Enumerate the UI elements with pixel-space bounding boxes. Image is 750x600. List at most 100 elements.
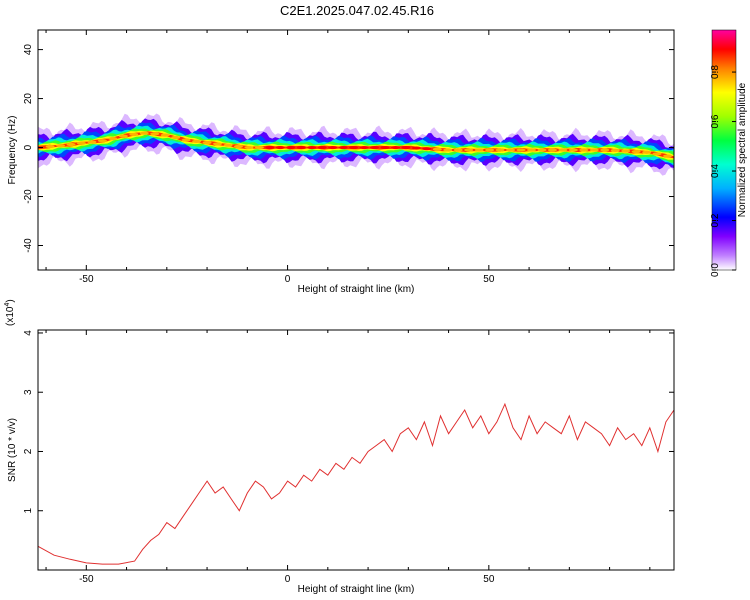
spectrogram-marks bbox=[38, 113, 674, 176]
spectrogram-peak bbox=[558, 148, 568, 152]
spectrogram-y-tick-label: -20 bbox=[23, 189, 34, 204]
spectrogram-y-ticks: -40 -20 0 20 40 bbox=[23, 44, 674, 253]
spectrogram-peak bbox=[495, 148, 505, 152]
spectrogram-peak bbox=[296, 145, 306, 150]
spectrogram-x-tick-label: -50 bbox=[79, 274, 94, 285]
spectrogram-peak bbox=[66, 142, 76, 147]
snr-y-tick-label: 4 bbox=[23, 330, 34, 336]
spectrogram-peak bbox=[307, 145, 317, 150]
spectrogram-peak bbox=[223, 143, 233, 147]
spectrogram-peak bbox=[547, 148, 557, 152]
spectrogram-peak bbox=[139, 131, 149, 135]
spectrogram-peak bbox=[663, 154, 673, 158]
snr-y-tick-label: 3 bbox=[23, 389, 34, 395]
spectrogram-peak bbox=[422, 147, 432, 151]
spectrogram-x-ticks: -50 0 50 bbox=[45, 30, 651, 285]
spectrogram-y-tick-label: -40 bbox=[23, 238, 34, 253]
snr-x-tick-label: -50 bbox=[79, 574, 94, 585]
snr-multiplier: (x104) bbox=[4, 299, 16, 326]
snr-multiplier-close: ) bbox=[5, 299, 16, 302]
spectrogram-peak bbox=[181, 138, 191, 142]
spectrogram-peak bbox=[380, 145, 390, 150]
colorbar-label: Normalized spectral amplitude bbox=[737, 82, 748, 217]
spectrogram-peak bbox=[464, 148, 474, 152]
snr-x-tick-label: 50 bbox=[483, 574, 495, 585]
spectrogram-band bbox=[38, 130, 674, 160]
spectrogram-peak bbox=[56, 143, 66, 148]
spectrogram-peak bbox=[453, 148, 463, 152]
colorbar-gradient bbox=[711, 29, 737, 271]
spectrogram-panel: -50 0 50 -40 -20 0 20 40 Height of straight li… bbox=[7, 29, 675, 295]
spectrogram-peak bbox=[150, 132, 160, 136]
spectrogram-x-tick-label: 50 bbox=[483, 274, 495, 285]
spectrogram-peak bbox=[642, 150, 652, 154]
spectrogram-y-tick-label: 20 bbox=[23, 93, 34, 105]
spectrogram-peak bbox=[621, 149, 631, 153]
spectrogram-peak bbox=[213, 142, 223, 146]
spectrogram-peak bbox=[600, 148, 610, 152]
chart-title: C2E1.2025.047.02.45.R16 bbox=[280, 3, 434, 18]
snr-frame bbox=[37, 329, 675, 571]
spectrogram-peak bbox=[516, 148, 526, 152]
spectrogram-y-label: Frequency (Hz) bbox=[7, 116, 18, 185]
spectrogram-peak bbox=[411, 146, 421, 150]
spectrogram-peak bbox=[537, 148, 547, 152]
colorbar-tick-label: 0.4 bbox=[710, 164, 721, 178]
spectrogram-peak bbox=[474, 148, 484, 152]
spectrogram-peak bbox=[108, 137, 118, 141]
spectrogram-peak bbox=[568, 148, 578, 152]
spectrogram-peak bbox=[527, 148, 537, 152]
spectrogram-peak bbox=[443, 148, 453, 152]
spectrogram-peak bbox=[338, 145, 348, 150]
spectrogram-peak bbox=[370, 145, 380, 150]
spectrogram-peak bbox=[506, 148, 516, 152]
spectrogram-peak bbox=[265, 145, 275, 150]
spectrogram-peak bbox=[160, 133, 170, 137]
spectrogram-peak bbox=[97, 139, 107, 143]
colorbar-tick-label: 0.0 bbox=[710, 263, 721, 277]
spectrogram-peak bbox=[286, 145, 296, 150]
spectrogram-peak bbox=[45, 144, 55, 149]
spectrogram-frame bbox=[37, 29, 675, 271]
spectrogram-peak bbox=[589, 148, 599, 152]
spectrogram-peak bbox=[328, 145, 338, 150]
spectrogram-x-label: Height of straight line (km) bbox=[298, 284, 415, 295]
spectrogram-peak bbox=[401, 145, 411, 150]
spectrogram-peak bbox=[129, 132, 139, 137]
spectrogram-peak bbox=[192, 139, 202, 143]
spectrogram-peak bbox=[610, 148, 620, 152]
colorbar-tick-label: 0.6 bbox=[710, 114, 721, 128]
spectrogram-peak bbox=[118, 134, 128, 138]
snr-y-tick-label: 2 bbox=[23, 448, 34, 454]
spectrogram-peak bbox=[359, 145, 369, 150]
spectrogram-peak bbox=[244, 145, 254, 150]
spectrogram-peak bbox=[76, 141, 86, 145]
colorbar-tick-label: 0.2 bbox=[710, 213, 721, 227]
colorbar-ticks: 0.0 0.2 0.4 0.6 0.8 bbox=[710, 65, 736, 277]
spectrogram-x-tick-label: 0 bbox=[285, 274, 291, 285]
spectrogram-peak bbox=[485, 148, 495, 152]
spectrogram-y-tick-label: 40 bbox=[23, 44, 34, 56]
snr-y-label: SNR (10 * v/v) bbox=[7, 418, 18, 482]
spectrogram-peak bbox=[275, 145, 285, 150]
colorbar: 0.0 0.2 0.4 0.6 0.8 Normalized spectral ampl… bbox=[710, 29, 748, 277]
colorbar-tick-label: 0.8 bbox=[710, 65, 721, 79]
spectrogram-peak bbox=[631, 150, 641, 154]
spectrogram-y-tick-label: 0 bbox=[23, 144, 34, 150]
snr-series-line bbox=[38, 402, 674, 565]
spectrogram-peak bbox=[652, 152, 662, 156]
snr-y-tick-label: 1 bbox=[23, 508, 34, 514]
snr-multiplier-text: (x10 bbox=[5, 306, 16, 326]
spectrogram-peak bbox=[432, 147, 442, 151]
spectrogram-peak bbox=[233, 144, 243, 149]
snr-y-ticks: 1 2 3 4 bbox=[23, 330, 674, 514]
snr-multiplier-exp: 4 bbox=[4, 303, 11, 307]
snr-x-label: Height of straight line (km) bbox=[298, 584, 415, 595]
spectrogram-peak bbox=[171, 135, 181, 140]
spectrogram-peak bbox=[87, 140, 97, 144]
snr-x-tick-label: 0 bbox=[285, 574, 291, 585]
spectrogram-peak bbox=[317, 145, 327, 150]
spectrogram-peak bbox=[202, 141, 212, 145]
